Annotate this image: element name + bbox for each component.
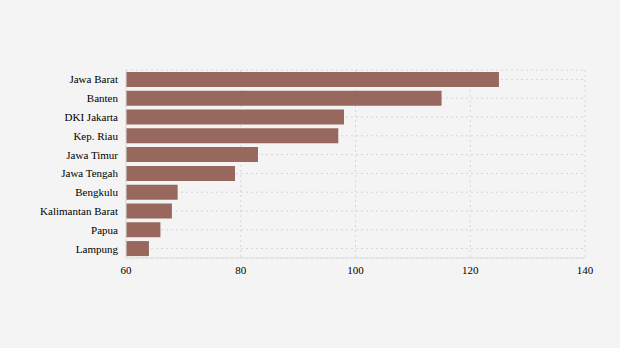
svg-text:Lampung: Lampung bbox=[76, 243, 119, 255]
svg-text:120: 120 bbox=[462, 264, 479, 276]
svg-text:Papua: Papua bbox=[91, 224, 118, 236]
svg-text:Kalimantan Barat: Kalimantan Barat bbox=[40, 205, 118, 217]
svg-text:Jawa Timur: Jawa Timur bbox=[66, 149, 118, 161]
svg-text:Jawa Tengah: Jawa Tengah bbox=[61, 167, 118, 179]
svg-text:Jawa Barat: Jawa Barat bbox=[69, 73, 118, 85]
svg-text:140: 140 bbox=[577, 264, 594, 276]
svg-text:Kep. Riau: Kep. Riau bbox=[73, 130, 118, 142]
svg-text:Banten: Banten bbox=[87, 92, 119, 104]
svg-text:100: 100 bbox=[347, 264, 364, 276]
svg-text:60: 60 bbox=[121, 264, 133, 276]
svg-text:80: 80 bbox=[235, 264, 247, 276]
svg-text:DKI Jakarta: DKI Jakarta bbox=[65, 111, 119, 123]
svg-text:Bengkulu: Bengkulu bbox=[75, 186, 118, 198]
